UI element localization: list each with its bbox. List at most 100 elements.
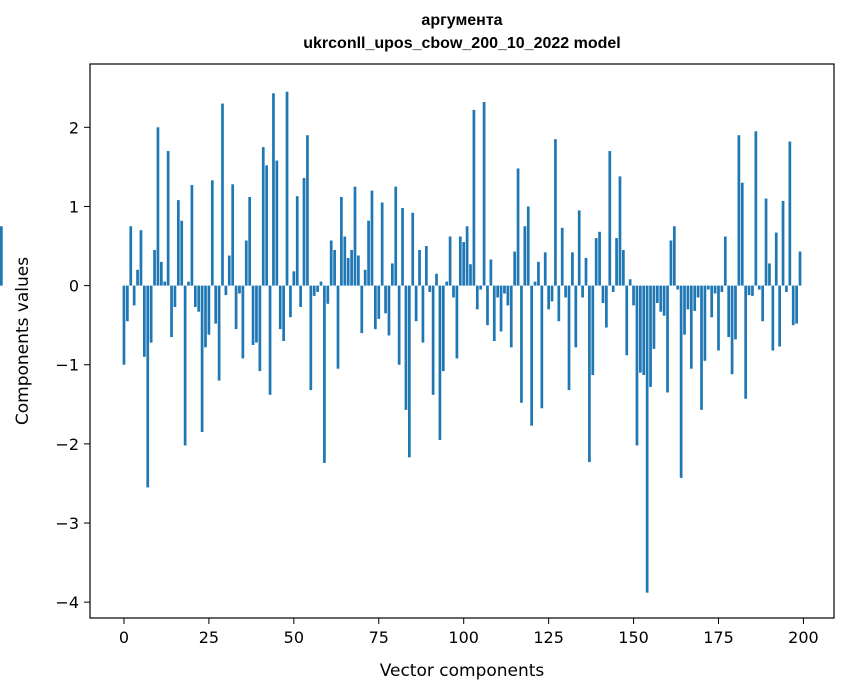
bar-151	[635, 285, 639, 446]
bar-47	[282, 285, 286, 341]
bar-150	[632, 285, 635, 306]
bar-158	[659, 285, 663, 312]
bar-195	[785, 285, 788, 292]
bar-120	[530, 285, 534, 426]
bar-156	[652, 285, 656, 349]
y-tick-label: −3	[55, 514, 79, 533]
bar-183	[744, 285, 748, 399]
bar-139	[594, 238, 598, 286]
bar-40	[258, 285, 262, 372]
bar-148	[625, 285, 629, 356]
bar-123	[540, 285, 544, 409]
bar-118	[523, 226, 527, 286]
bar-43	[268, 285, 272, 395]
bar-164	[679, 285, 683, 478]
bar-181	[737, 135, 741, 286]
bar-4	[136, 269, 139, 286]
bar-137	[588, 285, 591, 463]
bar-196	[788, 141, 792, 286]
bar-70	[360, 285, 364, 334]
x-axis-ticks: 0 25 50 75 100 125 150 175 200	[119, 618, 819, 647]
bar-39	[255, 285, 258, 343]
bar-115	[513, 251, 517, 286]
bar-51	[295, 196, 299, 286]
x-tick-label: 200	[788, 628, 819, 647]
bar-197	[791, 285, 795, 326]
bar-145	[615, 238, 618, 286]
bar-155	[649, 285, 652, 387]
bar-161	[669, 240, 673, 286]
bar-184	[747, 285, 751, 296]
bar-170	[700, 285, 703, 410]
bar-122	[537, 261, 540, 286]
bar-5	[139, 230, 143, 286]
bar-66	[346, 257, 350, 286]
bar-80	[394, 186, 398, 286]
x-tick-label: 125	[533, 628, 564, 647]
bar-163	[676, 285, 680, 290]
bar-54	[306, 135, 309, 286]
bar-182	[740, 182, 744, 286]
bar-180	[734, 285, 737, 340]
bar-90	[428, 285, 432, 292]
bar-72	[367, 220, 370, 286]
x-tick-label: 150	[618, 628, 649, 647]
bar-52	[299, 285, 302, 307]
bar-85	[411, 212, 415, 286]
bar-190	[768, 263, 771, 286]
bar-24	[204, 285, 207, 348]
bar-17	[180, 220, 184, 286]
bar-113	[506, 285, 510, 306]
bar-81	[397, 285, 401, 365]
bar-119	[526, 206, 530, 286]
bar-38	[251, 285, 255, 345]
bar-140	[598, 231, 601, 286]
y-axis-label: Components values	[13, 257, 33, 425]
bar-7	[146, 285, 150, 488]
bar-45	[275, 160, 279, 286]
bar-30	[224, 285, 228, 296]
bar-79	[390, 263, 394, 286]
bar-147	[622, 249, 625, 286]
bar-198	[795, 285, 798, 324]
bar-56	[312, 285, 316, 296]
bar-174	[713, 285, 717, 294]
bar-111	[499, 285, 503, 332]
bar-94	[441, 285, 445, 372]
bar-135	[581, 285, 584, 298]
bar-97	[452, 285, 455, 298]
bar-32	[231, 184, 235, 286]
bar-33	[234, 285, 238, 330]
bar-172	[706, 285, 710, 290]
bar-35	[241, 285, 245, 359]
bar-144	[611, 285, 615, 292]
bar-12	[163, 281, 167, 286]
y-tick-label: 0	[69, 277, 79, 296]
bar-107	[486, 285, 489, 326]
bar-178	[727, 285, 731, 338]
y-tick-label: 2	[69, 118, 79, 137]
bar-53	[302, 177, 306, 286]
bar-127	[554, 139, 557, 286]
bar-3	[132, 285, 136, 306]
bar-134	[577, 210, 581, 286]
bar-10	[156, 127, 160, 286]
bar-141	[601, 285, 605, 304]
bar-63	[336, 285, 340, 369]
bar-112	[503, 285, 506, 294]
bar-179	[730, 285, 734, 375]
bar-167	[689, 285, 693, 369]
bar-126	[550, 285, 554, 302]
bar-143	[608, 151, 612, 286]
bar-73	[370, 190, 374, 286]
bar-1	[126, 285, 129, 322]
y-tick-label: 1	[69, 197, 79, 216]
bar-186	[754, 131, 758, 286]
bar-93	[438, 285, 442, 440]
bar-22	[197, 285, 201, 312]
bar-84	[407, 285, 411, 458]
bar-173	[710, 285, 714, 318]
bar-157	[655, 285, 659, 304]
bar-61	[329, 240, 333, 286]
bar-168	[693, 285, 697, 311]
